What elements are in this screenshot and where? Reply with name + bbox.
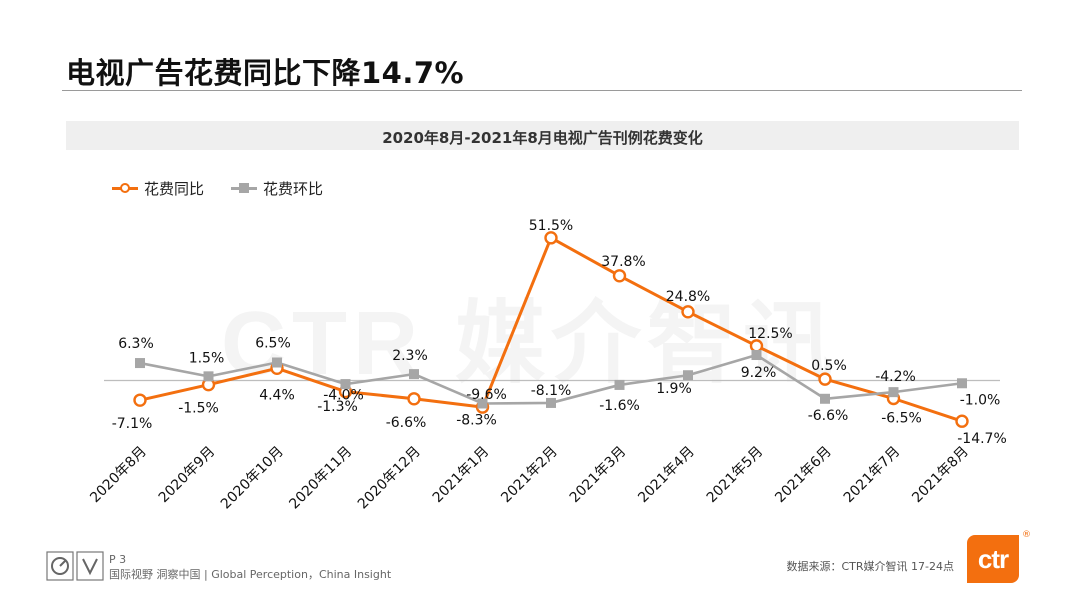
- yoy-data-label: 51.5%: [529, 218, 573, 234]
- mom-point: [683, 370, 693, 381]
- mom-data-label: 6.3%: [118, 336, 154, 352]
- yoy-data-label: 12.5%: [748, 326, 792, 342]
- yoy-data-label: -7.1%: [112, 416, 153, 432]
- x-tick-label: 2020年10月: [218, 444, 287, 513]
- mom-point: [820, 393, 830, 404]
- legend-mom-label: 花费环比: [263, 179, 324, 198]
- mom-point: [135, 358, 145, 369]
- mom-data-label: 9.2%: [741, 365, 777, 381]
- mom-point: [546, 397, 556, 408]
- yoy-data-label: 37.8%: [601, 254, 645, 270]
- yoy-point: [818, 372, 832, 386]
- yoy-point: [544, 231, 558, 245]
- mom-point: [888, 387, 899, 398]
- x-tick-label: 2021年5月: [704, 444, 767, 507]
- mom-point: [614, 379, 625, 390]
- yoy-data-label: -1.5%: [178, 401, 219, 417]
- mom-point: [957, 378, 967, 389]
- footer-meta: P 3 国际视野 洞察中国 | Global Perception，China …: [109, 552, 391, 582]
- x-tick-label: 2021年4月: [635, 444, 698, 507]
- x-tick-label: 2020年9月: [156, 444, 219, 507]
- mom-point: [751, 350, 762, 361]
- page-number: P 3: [109, 553, 127, 566]
- yoy-point: [407, 392, 421, 406]
- yoy-data-label: 24.8%: [666, 289, 710, 305]
- yoy-data-label: -9.6%: [466, 387, 507, 403]
- mom-point: [272, 357, 282, 368]
- mom-data-label: 1.5%: [189, 350, 225, 366]
- yoy-data-label: 4.4%: [259, 387, 295, 403]
- mom-data-label: -8.3%: [456, 412, 497, 428]
- x-tick-label: 2021年1月: [430, 444, 493, 507]
- yoy-data-label: -14.7%: [957, 431, 1007, 447]
- legend-mom-swatch-icon: [231, 178, 257, 198]
- yoy-data-label: -6.5%: [881, 411, 922, 427]
- legend-item-yoy: 花费同比: [112, 178, 204, 198]
- x-tick-label: 2021年6月: [772, 444, 835, 507]
- x-tick-label: 2020年11月: [286, 444, 355, 513]
- mom-data-label: -4.2%: [875, 369, 916, 385]
- chart-title-band: 2020年8月-2021年8月电视广告刊例花费变化: [66, 121, 1019, 150]
- yoy-data-label: -4.0%: [323, 388, 364, 404]
- mom-data-label: 6.5%: [255, 335, 291, 351]
- mom-data-label: 1.9%: [656, 381, 692, 397]
- data-source: 数据来源：CTR媒介智讯 17-24点: [786, 560, 954, 573]
- yoy-point: [749, 339, 764, 353]
- mom-data-label: -1.6%: [599, 398, 640, 414]
- page-title: 电视广告花费同比下降14.7%: [66, 56, 465, 90]
- mom-data-label: -1.0%: [960, 392, 1001, 408]
- ctr-registered-mark: ®: [1022, 530, 1031, 540]
- x-tick-label: 2020年8月: [87, 444, 150, 507]
- mom-data-label: 2.3%: [392, 348, 428, 364]
- x-tick-label: 2020年12月: [355, 444, 424, 513]
- mom-point: [203, 371, 214, 382]
- x-tick-label: 2021年8月: [909, 444, 972, 507]
- x-tick-label: 2021年7月: [841, 444, 904, 507]
- mom-data-label: -1.3%: [317, 399, 358, 415]
- mom-point: [409, 369, 419, 380]
- mom-point: [340, 379, 351, 390]
- x-tick-label: 2021年2月: [498, 444, 561, 507]
- yoy-data-label: 0.5%: [811, 358, 847, 374]
- mom-point: [477, 398, 488, 409]
- footer-slogan: 国际视野 洞察中国 | Global Perception，China Insi…: [109, 568, 392, 581]
- yoy-point: [955, 414, 969, 428]
- title-divider: [62, 90, 1022, 91]
- mom-data-label: -8.1%: [531, 383, 572, 399]
- x-tick-label: 2021年3月: [567, 444, 630, 507]
- legend-item-mom: 花费环比: [231, 178, 323, 198]
- yoy-point: [133, 393, 147, 407]
- yoy-data-label: -6.6%: [386, 415, 427, 431]
- mom-data-label: -6.6%: [808, 408, 849, 424]
- legend-yoy-label: 花费同比: [144, 179, 205, 198]
- legend-yoy-swatch-icon: [112, 178, 138, 198]
- ctr-logo: ctr: [967, 535, 1019, 583]
- certification-logo-icon: [46, 551, 104, 581]
- yoy-point: [612, 269, 627, 283]
- yoy-point: [681, 305, 695, 319]
- chart-title: 2020年8月-2021年8月电视广告刊例花费变化: [382, 129, 703, 147]
